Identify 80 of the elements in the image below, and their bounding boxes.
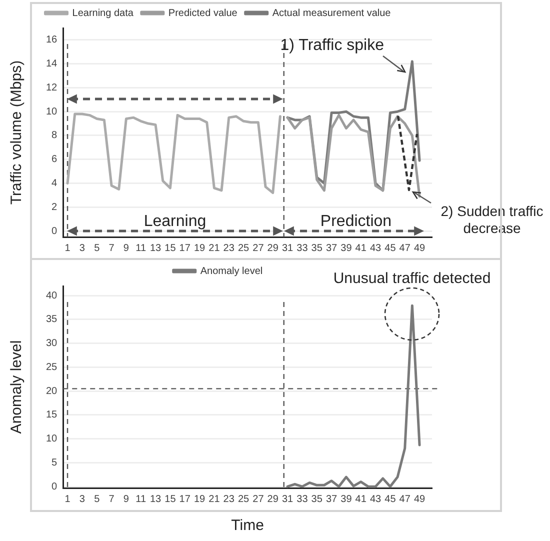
x-tick-label: 29 <box>267 242 279 254</box>
x-tick-label: 49 <box>414 242 426 254</box>
y-tick-label: 25 <box>46 362 58 373</box>
x-tick-label: 15 <box>164 494 176 505</box>
x-tick-label: 3 <box>79 494 86 505</box>
y-tick-label: 10 <box>46 434 58 445</box>
x-tick-label: 13 <box>150 494 162 505</box>
y-tick-label: 4 <box>52 178 58 190</box>
y-tick-label: 15 <box>46 410 58 421</box>
x-tick-label: 35 <box>311 242 323 254</box>
x-tick-label: 45 <box>384 242 396 254</box>
x-tick-label: 35 <box>311 494 323 505</box>
x-tick-label: 13 <box>150 242 162 254</box>
x-tick-label: 25 <box>238 242 250 254</box>
x-tick-label: 41 <box>355 242 367 254</box>
legend-label: Anomaly level <box>200 266 263 277</box>
x-tick-label: 37 <box>326 242 338 254</box>
y-tick-label: 8 <box>52 130 58 142</box>
y-tick-label: 0 <box>52 481 58 492</box>
annotation: Unusual traffic detected <box>333 270 491 287</box>
y-tick-label: 12 <box>46 82 58 94</box>
y-tick-label: 0 <box>52 226 58 237</box>
x-tick-label: 7 <box>108 242 115 254</box>
x-axis-title: Time <box>231 517 264 534</box>
y-tick-label: 14 <box>46 58 58 70</box>
x-tick-label: 39 <box>340 242 352 254</box>
x-tick-label: 41 <box>355 494 367 505</box>
x-tick-label: 47 <box>399 494 411 505</box>
x-tick-label: 27 <box>252 242 264 254</box>
x-tick-label: 31 <box>282 494 294 505</box>
y-axis-title: Anomaly level <box>8 340 26 434</box>
x-tick-label: 5 <box>94 494 100 505</box>
x-tick-label: 11 <box>136 494 146 505</box>
x-tick-label: 21 <box>208 494 220 505</box>
annotation: 1) Traffic spike <box>280 37 384 54</box>
y-tick-label: 16 <box>46 34 58 46</box>
legend-label: Learning data <box>72 8 134 19</box>
x-tick-label: 29 <box>267 494 279 505</box>
x-tick-label: 27 <box>252 494 264 505</box>
x-tick-label: 17 <box>179 494 191 505</box>
x-tick-label: 37 <box>326 494 338 505</box>
x-tick-label: 21 <box>208 242 220 254</box>
x-tick-label: 19 <box>194 242 206 254</box>
y-tick-label: 5 <box>52 457 58 468</box>
y-tick-label: 2 <box>52 202 58 213</box>
annotation: Prediction <box>320 213 392 230</box>
x-tick-label: 25 <box>238 494 250 505</box>
x-tick-label: 7 <box>108 494 115 505</box>
y-tick-label: 10 <box>46 106 58 118</box>
x-tick-label: 33 <box>296 494 308 505</box>
x-tick-label: 17 <box>179 242 191 254</box>
x-tick-label: 9 <box>123 494 130 505</box>
y-tick-label: 6 <box>52 154 58 166</box>
x-tick-label: 23 <box>223 494 235 505</box>
x-tick-label: 45 <box>384 494 396 505</box>
x-tick-label: 49 <box>414 494 426 505</box>
x-tick-label: 11 <box>136 242 146 254</box>
x-tick-label: 1 <box>64 494 71 505</box>
y-tick-label: 30 <box>46 338 58 350</box>
y-axis-title: Traffic volume (Mbps) <box>8 60 26 205</box>
x-tick-label: 43 <box>370 494 382 505</box>
x-tick-label: 15 <box>164 242 176 254</box>
text: 2) Sudden traffic decrease <box>440 203 544 236</box>
y-tick-label: 20 <box>46 386 58 397</box>
x-tick-label: 9 <box>123 242 130 254</box>
x-tick-label: 47 <box>399 242 411 254</box>
x-tick-label: 5 <box>94 242 100 254</box>
x-tick-label: 1 <box>64 242 71 254</box>
y-tick-label: 40 <box>46 290 58 302</box>
legend-label: Actual measurement value <box>272 8 392 19</box>
x-tick-label: 43 <box>370 242 382 254</box>
x-tick-label: 3 <box>79 242 86 254</box>
x-tick-label: 39 <box>340 494 352 505</box>
annotation: Learning <box>144 213 206 230</box>
x-tick-label: 19 <box>194 494 206 505</box>
y-tick-label: 35 <box>46 314 58 326</box>
x-tick-label: 23 <box>223 242 235 254</box>
x-tick-label: 31 <box>282 242 294 254</box>
x-tick-label: 33 <box>296 242 308 254</box>
legend-label: Predicted value <box>168 8 238 19</box>
